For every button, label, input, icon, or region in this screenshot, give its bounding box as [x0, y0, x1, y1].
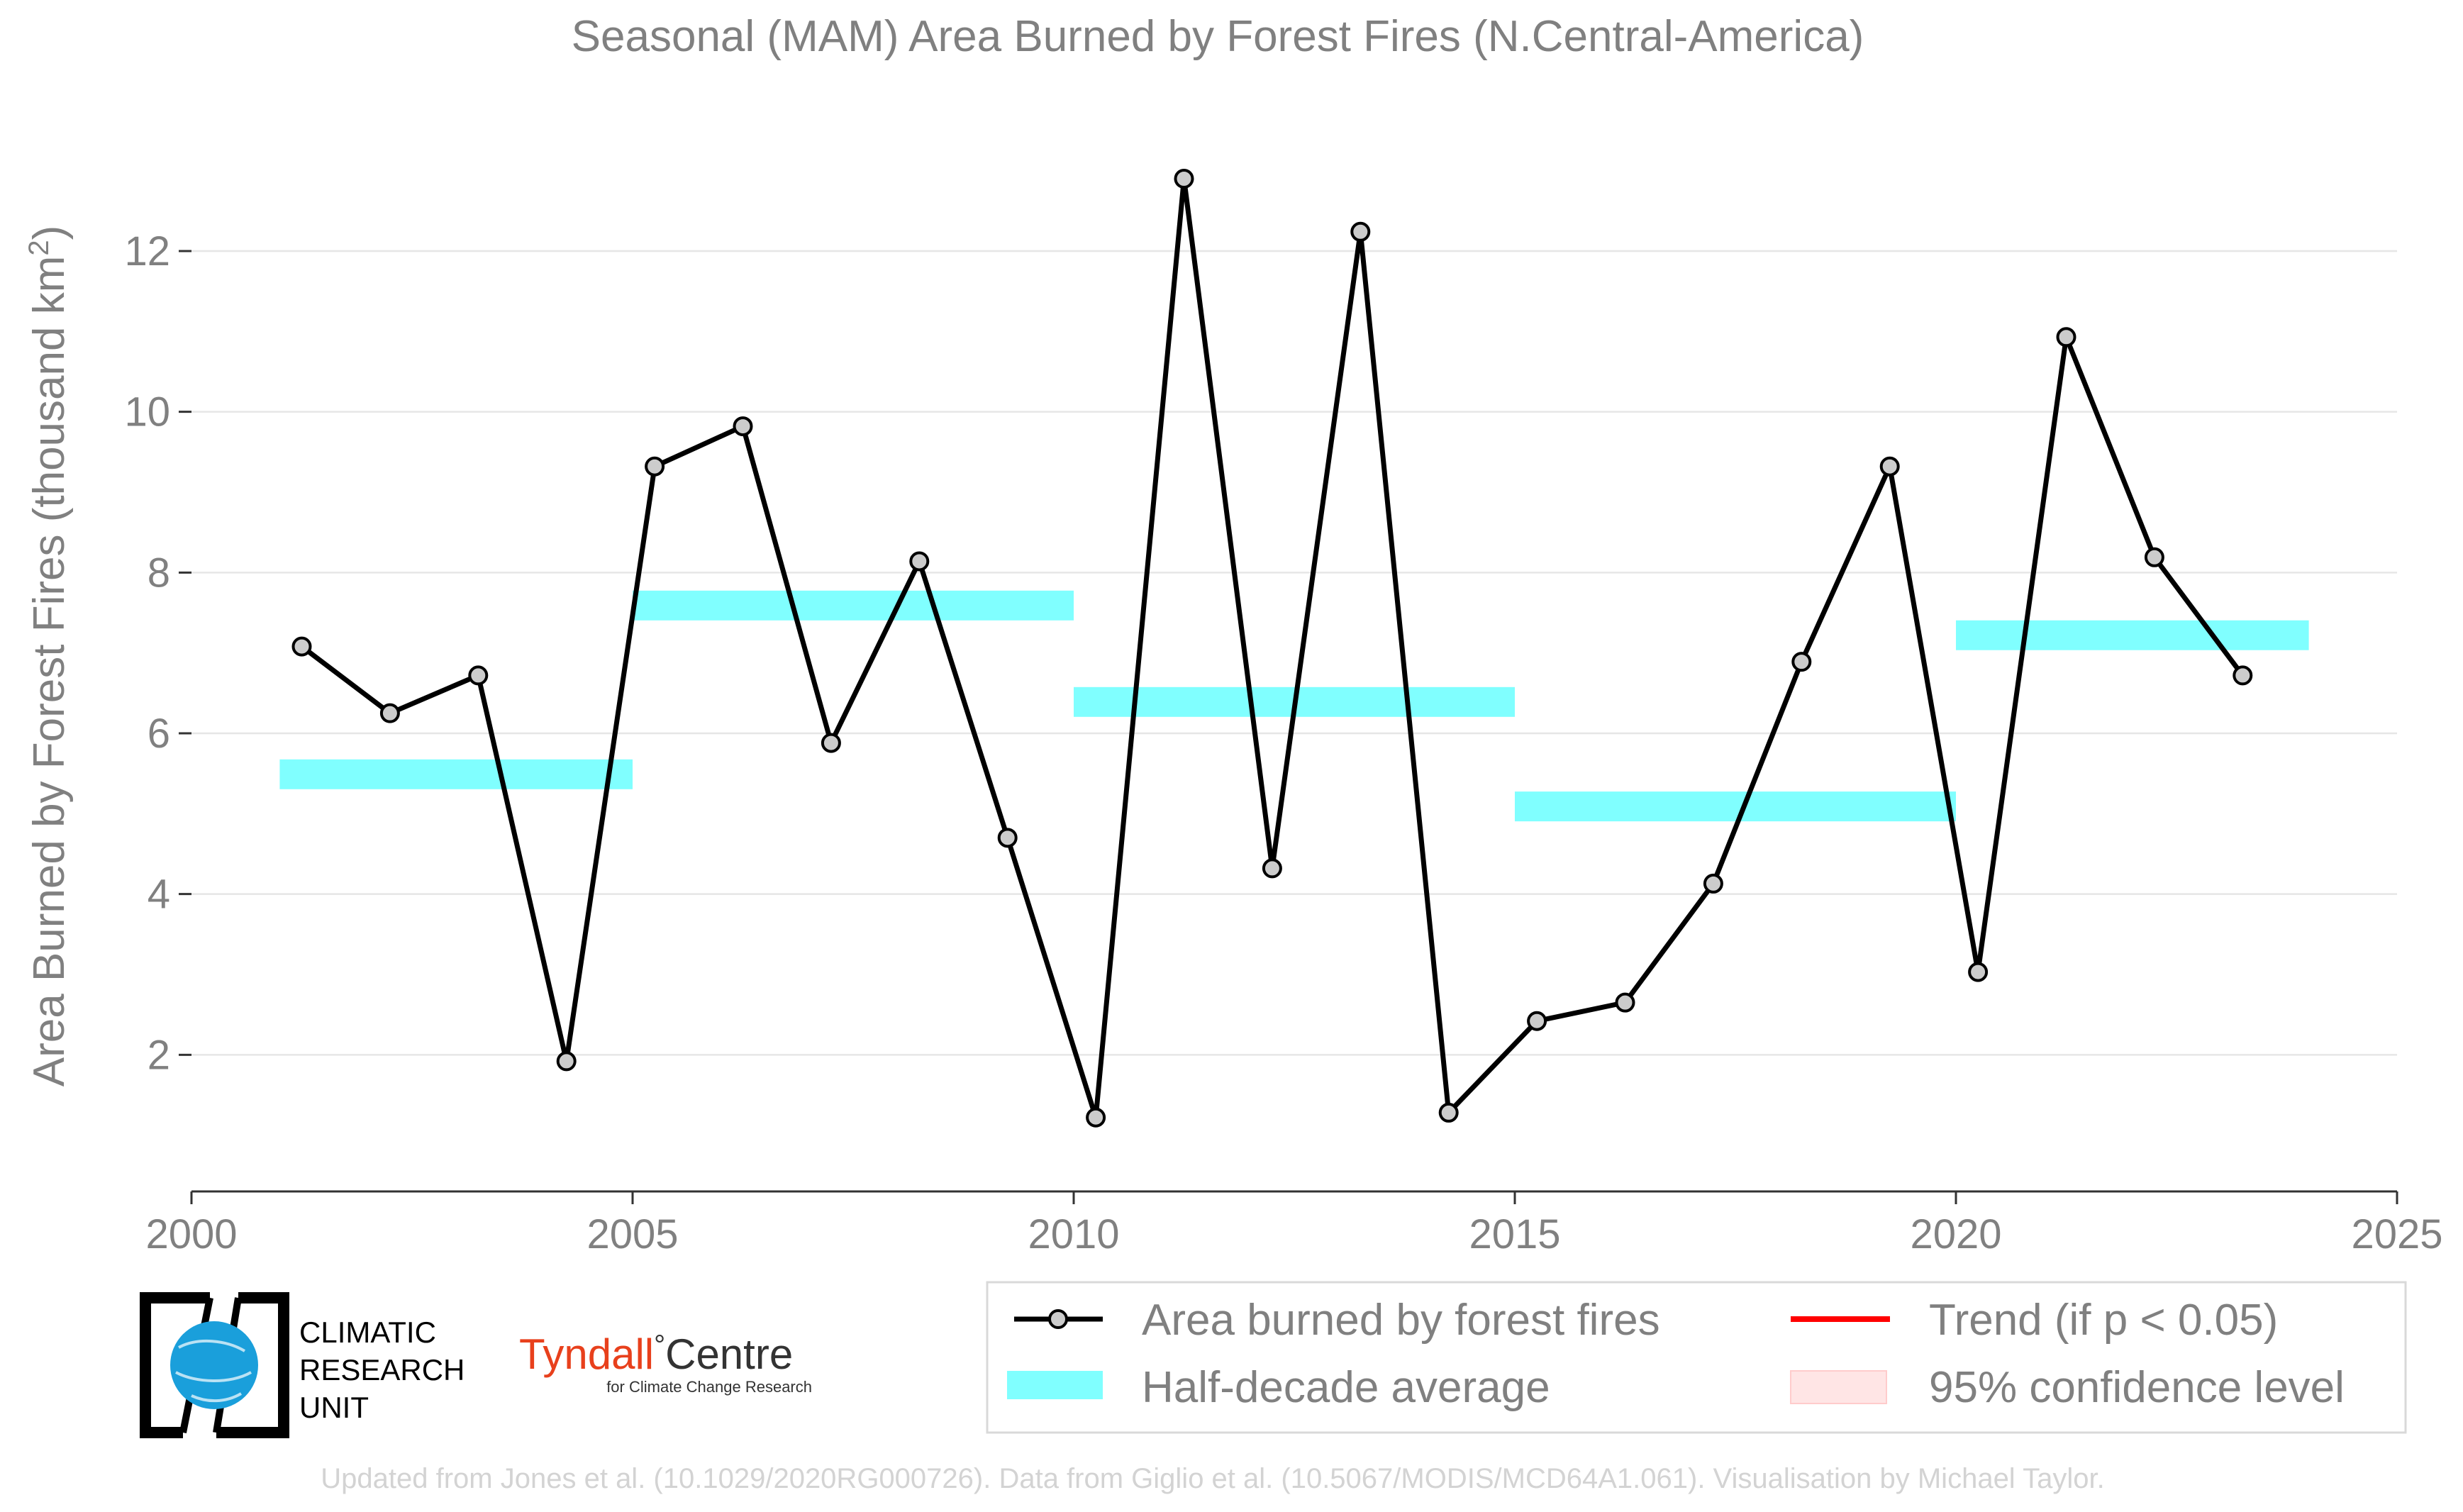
cru-text-line-2: RESEARCH — [299, 1353, 465, 1386]
legend-label-confidence: 95% confidence level — [1929, 1363, 2345, 1412]
data-point-23 — [2233, 665, 2253, 686]
x-tick-label-2005: 2005 — [586, 1211, 678, 1257]
legend-label-half-decade: Half-decade average — [1142, 1363, 1550, 1412]
legend: Area burned by forest fires Half-decade … — [986, 1281, 2407, 1434]
y-axis-label-superscript: 2 — [23, 240, 55, 255]
data-point-10 — [1086, 1107, 1106, 1128]
half-decade-band-2 — [633, 590, 1074, 621]
data-point-21 — [2056, 327, 2076, 348]
y-axis: 2 4 6 8 10 12 — [124, 228, 191, 1078]
chart-title: Seasonal (MAM) Area Burned by Forest Fir… — [572, 12, 1864, 61]
cru-text-line-3: UNIT — [299, 1391, 369, 1424]
half-decade-band-4 — [1515, 791, 1956, 822]
data-point-13 — [1350, 221, 1371, 242]
half-decade-band-5 — [1956, 620, 2309, 650]
data-point-1 — [291, 636, 312, 657]
y-axis-label-close: ) — [25, 226, 74, 240]
cru-text-line-1: CLIMATIC — [299, 1316, 436, 1349]
legend-frame — [986, 1281, 2407, 1434]
cru-logo-bracket — [140, 1292, 289, 1438]
legend-swatch-half-decade — [1007, 1371, 1103, 1399]
legend-label-trend: Trend (if p < 0.05) — [1929, 1296, 2278, 1345]
area-burned-series — [291, 169, 2253, 1128]
y-tick-label-4: 4 — [148, 872, 170, 918]
cru-logo: CLIMATIC RESEARCH UNIT — [140, 1292, 465, 1438]
data-point-5 — [645, 456, 665, 477]
data-point-8 — [909, 551, 930, 572]
data-point-20 — [1968, 962, 1989, 982]
x-tick-label-2025: 2025 — [2351, 1211, 2442, 1257]
y-tick-label-10: 10 — [124, 389, 170, 435]
data-point-6 — [733, 416, 753, 437]
tyndall-logo-subtitle: for Climate Change Research — [606, 1378, 812, 1396]
x-tick-label-2000: 2000 — [145, 1211, 237, 1257]
data-point-16 — [1615, 992, 1635, 1013]
data-point-15 — [1527, 1011, 1547, 1031]
tyndall-logo-main: Tyndall — [519, 1330, 654, 1378]
legend-marker-area-burned — [1048, 1309, 1068, 1329]
y-axis-label-main: Area Burned by Forest Fires (thousand km — [25, 256, 74, 1087]
data-point-11 — [1174, 169, 1194, 189]
credit-text: Updated from Jones et al. (10.1029/2020R… — [321, 1463, 2104, 1494]
legend-swatch-confidence — [1790, 1370, 1887, 1404]
y-tick-label-6: 6 — [148, 711, 170, 757]
data-point-22 — [2144, 547, 2164, 567]
tyndall-logo-wordmark: Tyndall°Centre — [519, 1330, 793, 1378]
data-point-12 — [1262, 858, 1282, 879]
data-point-17 — [1703, 873, 1723, 894]
globe-icon — [170, 1321, 258, 1409]
y-tick-label-12: 12 — [124, 228, 170, 274]
tyndall-logo-degree: ° — [654, 1330, 665, 1361]
half-decade-band-1 — [279, 759, 633, 789]
grid-lines — [191, 250, 2397, 1056]
data-point-9 — [997, 828, 1018, 848]
data-point-4 — [556, 1051, 577, 1072]
x-tick-label-2010: 2010 — [1028, 1211, 1119, 1257]
tyndall-logo-centre: Centre — [665, 1330, 793, 1378]
area-burned-line — [300, 176, 2245, 1121]
x-tick-label-2020: 2020 — [1910, 1211, 2001, 1257]
data-point-19 — [1879, 456, 1900, 477]
x-tick-label-2015: 2015 — [1469, 1211, 1560, 1257]
data-point-3 — [468, 665, 489, 686]
data-point-18 — [1791, 652, 1812, 672]
x-axis: 2000 2005 2010 2015 2020 2025 — [145, 1190, 2443, 1257]
tyndall-logo: Tyndall°Centre for Climate Change Resear… — [519, 1330, 812, 1396]
data-point-14 — [1438, 1102, 1459, 1123]
legend-label-area-burned: Area burned by forest fires — [1142, 1296, 1660, 1345]
globe-icon-continents — [175, 1340, 252, 1403]
data-point-7 — [821, 733, 841, 753]
data-point-2 — [379, 703, 400, 723]
y-tick-label-8: 8 — [148, 550, 170, 596]
y-tick-label-2: 2 — [148, 1032, 170, 1078]
y-axis-label: Area Burned by Forest Fires (thousand km… — [23, 226, 74, 1087]
